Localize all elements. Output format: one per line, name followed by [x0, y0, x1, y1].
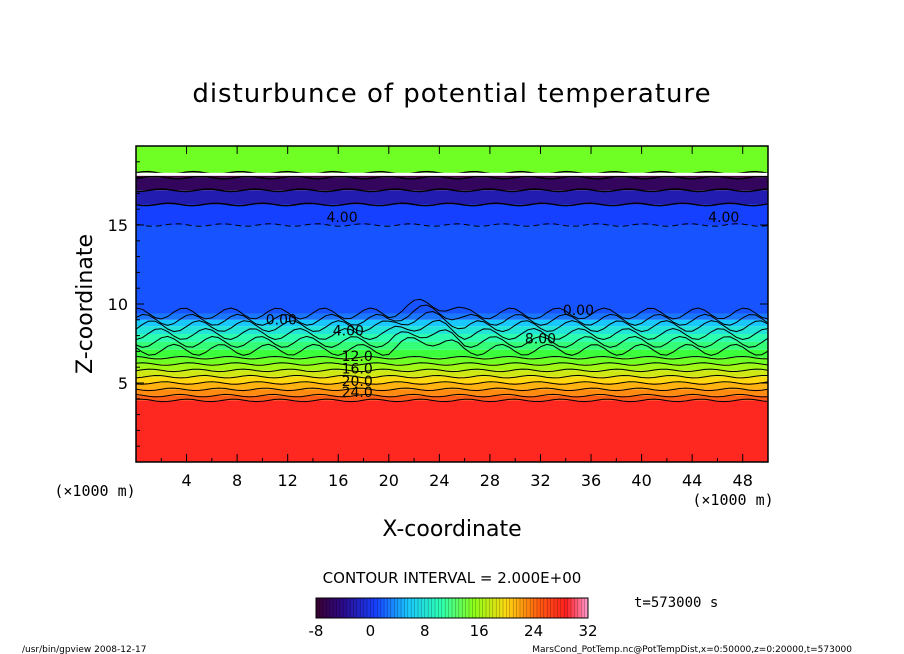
heatmap-band — [136, 334, 768, 342]
x-tick-label: 16 — [328, 471, 348, 490]
x-tick-label: 24 — [429, 471, 449, 490]
x-tick-label: 44 — [682, 471, 702, 490]
x-tick-label: 48 — [733, 471, 753, 490]
contour-line — [136, 304, 768, 326]
contour-line — [136, 374, 768, 379]
y-tick-label: 10 — [108, 295, 128, 314]
contour-line — [136, 175, 768, 180]
contour-line — [136, 298, 768, 320]
contour-label: 20.0 — [342, 374, 373, 390]
y-axis-title: Z-coordinate — [73, 234, 98, 374]
contour-line — [136, 398, 768, 403]
colorbar-tick-label: 32 — [578, 622, 597, 640]
contour-line — [136, 355, 768, 360]
x-tick-label: 12 — [278, 471, 298, 490]
x-unit-left: (×1000 m) — [54, 482, 135, 500]
x-tick-label: 32 — [530, 471, 550, 490]
contour-line — [136, 329, 768, 348]
contour-label: 0.00 — [266, 313, 297, 329]
heatmap-band — [136, 313, 768, 320]
heatmap-band — [136, 357, 768, 365]
x-tick-label: 36 — [581, 471, 601, 490]
x-tick-label: 40 — [631, 471, 651, 490]
colorbar-tick-label: 8 — [420, 622, 430, 640]
x-tick-label: 8 — [232, 471, 242, 490]
contour-line — [136, 368, 768, 373]
contour-line — [136, 393, 768, 398]
contour-label: 24.0 — [342, 385, 373, 401]
footer-right: MarsCond_PotTemp.nc@PotTempDist,x=0:5000… — [532, 645, 852, 654]
x-axis-title: X-coordinate — [382, 517, 521, 542]
contour-line — [136, 319, 768, 341]
contour-label: 12.0 — [342, 349, 373, 365]
contour-label: 4.00 — [326, 210, 357, 226]
x-unit-right: (×1000 m) — [692, 491, 773, 509]
contour-line — [136, 381, 768, 385]
plot-area — [136, 146, 768, 462]
heatmap-band — [136, 395, 768, 401]
contour-line — [136, 223, 768, 227]
contour-interval-text: CONTOUR INTERVAL = 2.000E+00 — [323, 569, 582, 587]
heatmap-band — [136, 146, 768, 173]
heatmap-band — [136, 349, 768, 358]
contour-label: 4.00 — [333, 324, 364, 340]
heatmap-band — [136, 376, 768, 383]
heatmap-band — [136, 400, 768, 462]
heatmap-band — [136, 370, 768, 377]
contour-label: 0.00 — [563, 303, 594, 319]
colorbar-tick-label: 0 — [366, 622, 376, 640]
contour-line — [136, 362, 768, 366]
heatmap-band — [136, 341, 768, 350]
colorbar-tick-label: 24 — [524, 622, 543, 640]
time-label: t=573000 s — [634, 595, 718, 611]
contour-line — [136, 202, 768, 207]
contour-label: 16.0 — [342, 362, 373, 378]
colorbar-tick-label: 16 — [470, 622, 489, 640]
colorbar-tick-label: -8 — [309, 622, 324, 640]
contour-line — [136, 310, 768, 333]
heatmap-band — [136, 190, 768, 205]
heatmap-band — [136, 383, 768, 390]
heatmap-band — [136, 319, 768, 327]
x-tick-label: 28 — [480, 471, 500, 490]
footer-left: /usr/bin/gpview 2008-12-17 — [22, 645, 146, 654]
contour-label: 8.00 — [525, 332, 556, 348]
contour-line — [136, 387, 768, 392]
contour-label: 4.00 — [708, 210, 739, 226]
chart-title: disturbunce of potential temperature — [192, 79, 711, 109]
y-tick-label: 5 — [118, 374, 128, 393]
contour-line — [136, 188, 768, 193]
x-tick-label: 4 — [181, 471, 191, 490]
heatmap-band — [136, 225, 768, 314]
heatmap-band — [136, 204, 768, 225]
top-gap-band — [136, 172, 768, 176]
heatmap-band — [136, 364, 768, 371]
contour-line — [136, 337, 768, 356]
heatmap-band — [136, 389, 768, 396]
heatmap-band — [136, 177, 768, 191]
y-tick-label: 15 — [108, 216, 128, 235]
x-tick-label: 20 — [379, 471, 399, 490]
